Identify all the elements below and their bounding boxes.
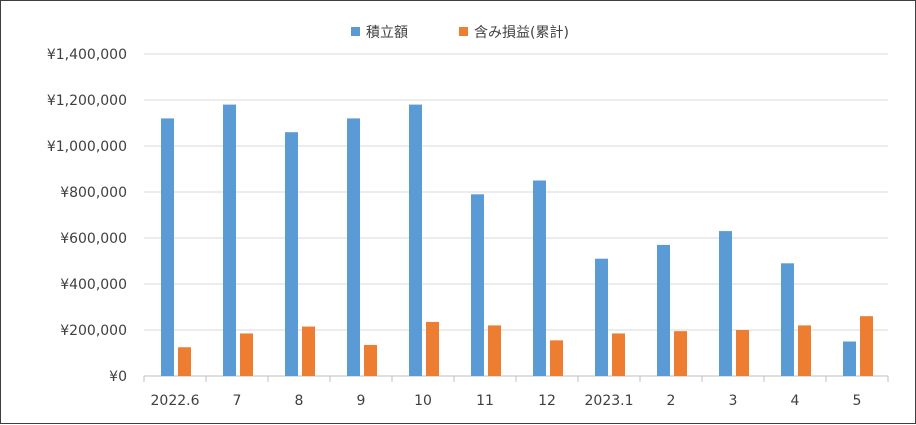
x-tick-label: 8 [295, 393, 304, 409]
x-tick-label: 9 [357, 393, 366, 409]
bar-contribution [657, 244, 670, 376]
bar-unrealized-gain [736, 330, 749, 376]
x-tick-label: 11 [476, 393, 494, 409]
x-tick-label: 10 [414, 393, 432, 409]
bar-unrealized-gain [178, 347, 191, 376]
legend-swatch [459, 27, 468, 36]
x-tick-label: 2022.6 [151, 393, 200, 409]
y-tick-label: ¥600,000 [60, 231, 127, 247]
y-tick-label: ¥1,400,000 [47, 47, 127, 63]
gridlines [143, 53, 889, 382]
legend-label: 積立額 [366, 25, 408, 41]
bar-unrealized-gain [798, 325, 811, 376]
bar-contribution [409, 104, 422, 376]
bar-contribution [595, 258, 608, 376]
bar-unrealized-gain [364, 344, 377, 376]
y-tick-label: ¥0 [109, 369, 127, 385]
bar-unrealized-gain [302, 326, 315, 376]
x-axis-ticks: 2022.6 7 8 9 10 11 12 2023.1 2 3 4 5 [151, 393, 862, 409]
bar-contribution [471, 194, 484, 376]
bar-contribution [719, 231, 732, 376]
bar-unrealized-gain [674, 331, 687, 376]
legend-swatch [351, 27, 360, 36]
y-tick-label: ¥800,000 [60, 185, 127, 201]
bar-unrealized-gain [612, 333, 625, 376]
y-tick-label: ¥200,000 [60, 323, 127, 339]
x-tick-label: 5 [853, 393, 862, 409]
legend: 積立額 含み損益(累計) [351, 25, 569, 41]
x-tick-label: 7 [233, 393, 242, 409]
bar-contribution [781, 263, 794, 376]
y-axis-ticks: ¥0 ¥200,000 ¥400,000 ¥600,000 ¥800,000 ¥1,000… [47, 47, 127, 385]
bar-unrealized-gain [488, 325, 501, 376]
bar-contribution [533, 180, 546, 376]
x-tick-label: 4 [791, 393, 800, 409]
bar-unrealized-gain [240, 333, 253, 376]
x-tick-label: 3 [729, 393, 738, 409]
y-tick-label: ¥400,000 [60, 277, 127, 293]
bar-contribution [347, 118, 360, 377]
bar-unrealized-gain [550, 340, 563, 376]
legend-label: 含み損益(累計) [474, 25, 569, 41]
x-tick-label: 2 [667, 393, 676, 409]
bar-unrealized-gain [426, 321, 439, 376]
x-tick-label: 2023.1 [585, 393, 634, 409]
bars [161, 104, 873, 377]
x-tick-label: 12 [538, 393, 556, 409]
bar-contribution [285, 132, 298, 376]
bar-contribution [223, 104, 236, 376]
bar-unrealized-gain [860, 316, 873, 376]
bar-contribution [161, 118, 174, 377]
y-tick-label: ¥1,200,000 [47, 93, 127, 109]
y-tick-label: ¥1,000,000 [47, 139, 127, 155]
bar-contribution [843, 341, 856, 376]
